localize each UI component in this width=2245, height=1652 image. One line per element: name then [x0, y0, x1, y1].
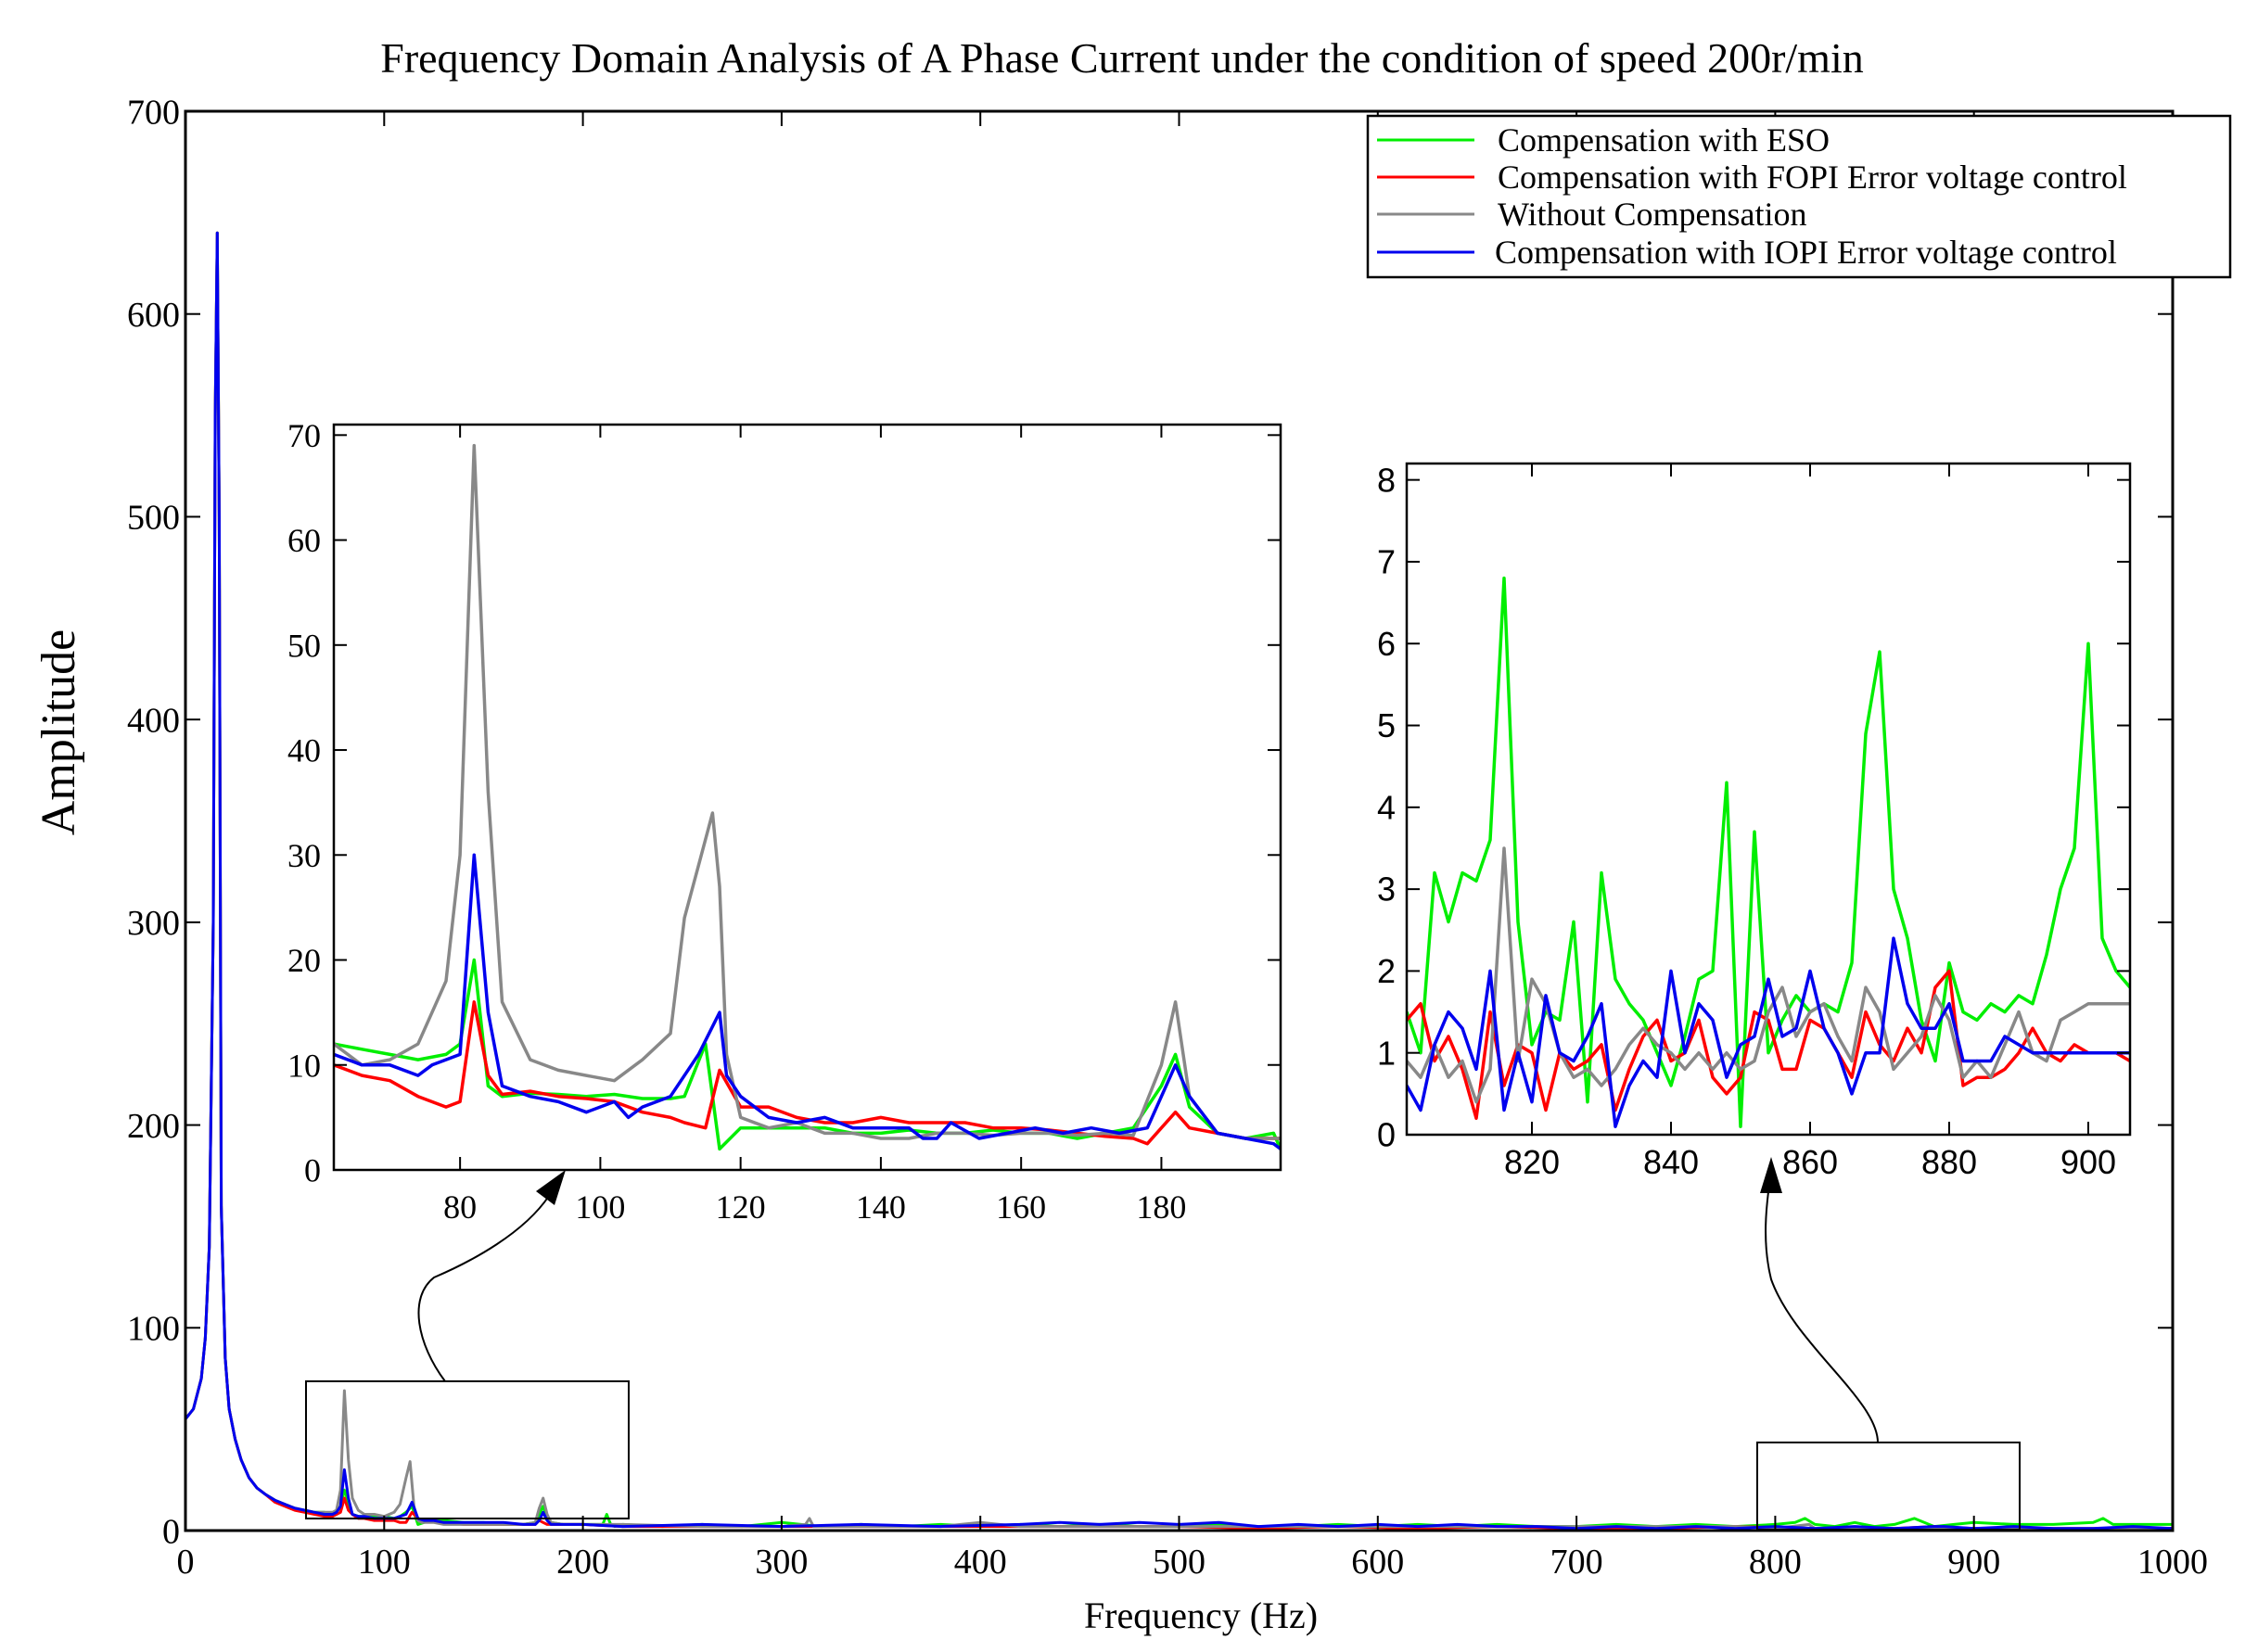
main-xtick-label: 500 — [1153, 1543, 1205, 1582]
inset-low-frequency: 80 100 120 140 160 180 0 10 20 30 40 50 60 70 — [287, 417, 1282, 1226]
legend-label-fopi: Compensation with FOPI Error voltage con… — [1498, 159, 2127, 196]
inset-high-xtick-label: 880 — [1921, 1143, 1977, 1181]
inset-low-frame — [332, 423, 1282, 1172]
inset-high-xtick-label: 820 — [1504, 1143, 1560, 1181]
inset-low-ytick-label: 20 — [287, 942, 321, 979]
zoom-box-high-frequency — [1756, 1442, 2021, 1531]
inset-high-series-compensation-with-iopi-error-voltage-control — [1407, 936, 2130, 1128]
inset-low-xtick-label: 120 — [716, 1188, 766, 1226]
inset-high-ytick-label: 2 — [1377, 952, 1396, 990]
main-xtick-label: 100 — [358, 1543, 411, 1582]
main-ytick-label: 200 — [127, 1107, 180, 1146]
inset-high-series-without-compensation — [1407, 846, 2130, 1104]
inset-high-series-compensation-with-fopi-error-voltage-control — [1407, 969, 2130, 1121]
main-ytick-label: 100 — [127, 1310, 180, 1349]
inset-high-ytick-label: 7 — [1377, 543, 1396, 581]
inset-low-xtick-label: 180 — [1136, 1188, 1186, 1226]
main-ytick-label: 600 — [127, 296, 180, 335]
legend-box — [1366, 114, 2232, 279]
inset-low-series-without-compensation — [334, 443, 1281, 1140]
main-xtick-label: 900 — [1947, 1543, 2000, 1582]
x-axis-label: Frequency (Hz) — [1084, 1595, 1318, 1636]
inset-low-xtick-label: 80 — [443, 1188, 477, 1226]
inset-low-background — [334, 425, 1281, 1170]
inset-high-ytick-label: 1 — [1377, 1034, 1396, 1072]
inset-high-ytick-label: 4 — [1377, 788, 1396, 826]
inset-low-ytick-label: 50 — [287, 627, 321, 664]
inset-high-xtick-label: 860 — [1782, 1143, 1838, 1181]
inset-low-ytick-label: 0 — [304, 1152, 321, 1189]
zoom-annotations — [305, 1157, 2021, 1531]
zoom-arrow-low — [417, 1195, 550, 1382]
main-xtick-label: 400 — [954, 1543, 1007, 1582]
main-xtick-label: 300 — [755, 1543, 808, 1582]
inset-high-ytick-label: 6 — [1377, 625, 1396, 663]
zoom-arrow-high — [1765, 1184, 1879, 1443]
main-ytick-label: 700 — [127, 93, 180, 132]
legend-label-without: Without Compensation — [1498, 196, 1807, 233]
main-ytick-label: 500 — [127, 499, 180, 538]
main-xtick-label: 200 — [556, 1543, 609, 1582]
legend-label-eso: Compensation with ESO — [1498, 121, 1830, 159]
main-xtick-label: 1000 — [2137, 1543, 2208, 1582]
main-xtick-label: 700 — [1550, 1543, 1603, 1582]
legend-label-iopi: Compensation with IOPI Error voltage con… — [1495, 234, 2117, 271]
inset-low-ytick-label: 30 — [287, 837, 321, 874]
inset-high-frame — [1405, 462, 2132, 1137]
inset-low-series-compensation-with-iopi-error-voltage-control — [334, 853, 1281, 1150]
arrow-head-high — [1760, 1157, 1782, 1193]
y-axis-label: Amplitude — [32, 629, 85, 835]
main-plot-area: 0 100 200 300 400 500 600 700 800 900 100001002003… — [127, 93, 2208, 1582]
inset-low-xtick-label: 100 — [575, 1188, 625, 1226]
inset-high-ytick-label: 0 — [1377, 1116, 1396, 1154]
main-xtick-label: 600 — [1351, 1543, 1404, 1582]
inset-low-ytick-label: 60 — [287, 522, 321, 559]
inset-high-xtick-label: 900 — [2060, 1143, 2116, 1181]
inset-high-ytick-label: 8 — [1377, 461, 1396, 499]
inset-high-ytick-label: 5 — [1377, 706, 1396, 744]
inset-high-frequency: 820 840 860 880 900 0 1 2 3 4 5 6 7 8 — [1377, 461, 2132, 1181]
inset-low-xtick-label: 160 — [996, 1188, 1046, 1226]
main-xtick-label: 0 — [177, 1543, 195, 1582]
inset-low-ytick-label: 70 — [287, 417, 321, 454]
inset-low-ytick-label: 40 — [287, 732, 321, 769]
main-ytick-label: 400 — [127, 701, 180, 740]
main-series-compensation-with-iopi-error-voltage-control — [185, 231, 2173, 1531]
main-xtick-label: 800 — [1749, 1543, 1802, 1582]
inset-low-series-compensation-with-fopi-error-voltage-control — [334, 1000, 1281, 1146]
zoom-box-low-frequency — [305, 1380, 630, 1519]
arrow-head-low — [536, 1170, 566, 1205]
main-ytick-label: 0 — [162, 1512, 180, 1551]
main-ytick-label: 300 — [127, 904, 180, 943]
inset-low-xtick-label: 140 — [856, 1188, 906, 1226]
inset-high-ytick-label: 3 — [1377, 870, 1396, 909]
inset-low-series-compensation-with-eso — [334, 958, 1281, 1151]
chart-title: Frequency Domain Analysis of A Phase Cur… — [380, 34, 1864, 82]
inset-high-xtick-label: 840 — [1643, 1143, 1699, 1181]
legend: Compensation with ESO Compensation with … — [1366, 114, 2232, 279]
inset-low-ytick-label: 10 — [287, 1047, 321, 1084]
